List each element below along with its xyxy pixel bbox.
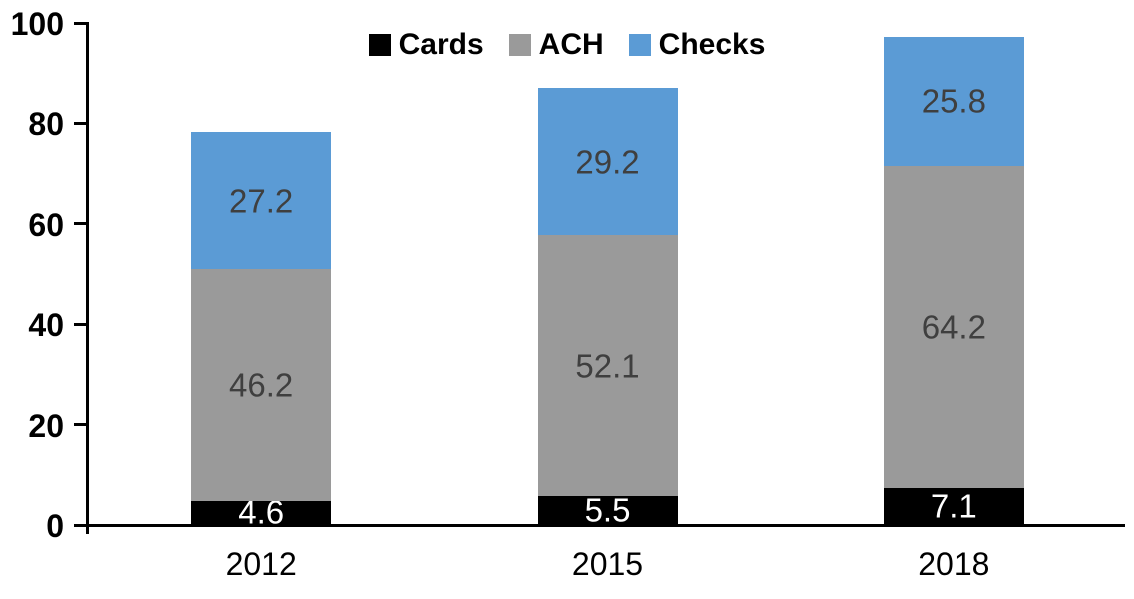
y-tick-label: 100 [10,6,64,42]
y-axis-line [86,22,89,534]
bar-value-label: 29.2 [575,143,640,181]
legend-item-cards: Cards [368,28,484,61]
x-axis-line [86,524,1125,527]
y-tick-mark [74,423,86,427]
bar-segment-ach-2015 [537,234,678,497]
bar-segment-checks-2018 [883,36,1024,167]
bar-value-label: 5.5 [584,491,631,529]
bar-value-label: 46.2 [229,366,294,404]
y-tick-mark [74,121,86,125]
legend-label: Checks [658,28,766,61]
bar-value-label: 64.2 [921,308,986,346]
legend-item-checks: Checks [628,28,766,61]
bar-segment-checks-2015 [537,88,678,235]
y-tick-label: 20 [28,407,64,444]
x-category-label: 2012 [225,546,297,582]
y-tick-label: 80 [28,106,64,143]
y-tick-label: 60 [28,206,64,243]
legend-item-ach: ACH [508,28,604,61]
bar-segment-cards-2015 [537,496,678,524]
bar-value-label: 7.1 [930,487,977,525]
bar-value-label: 4.6 [238,493,285,531]
bar-segment-ach-2018 [883,166,1024,489]
bar-value-label: 25.8 [921,82,986,120]
legend-swatch [628,34,651,56]
bar-segment-cards-2018 [883,488,1024,524]
y-tick-mark [74,222,86,226]
bar-segment-cards-2012 [191,500,332,524]
bar-segment-checks-2012 [191,132,332,269]
y-tick-label: 0 [46,508,64,544]
y-tick-mark [74,21,86,25]
bar-value-label: 27.2 [229,182,294,220]
legend-swatch [368,34,391,56]
legend-label: Cards [398,28,484,61]
bar-value-label: 52.1 [575,347,640,385]
y-tick-mark [74,523,86,527]
x-category-label: 2018 [918,546,990,582]
y-tick-mark [74,322,86,326]
bar-segment-ach-2012 [191,268,332,501]
chart-legend: Cards ACH Checks [0,30,1134,60]
x-category-label: 2015 [571,546,644,582]
legend-swatch [508,34,531,56]
legend-label: ACH [538,28,604,61]
y-tick-label: 40 [28,307,64,344]
